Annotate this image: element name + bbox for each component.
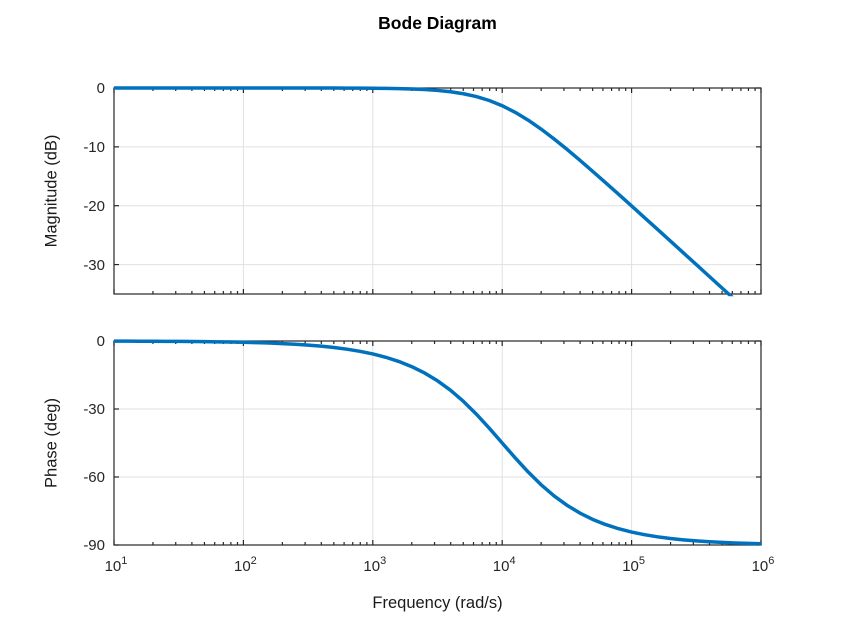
chart-title: Bode Diagram — [378, 13, 497, 33]
magnitude-y-tick-label: 0 — [97, 80, 105, 97]
phase-y-tick-label: -90 — [83, 537, 105, 554]
magnitude-y-tick-label: -10 — [83, 139, 105, 156]
axes-box — [113, 340, 762, 546]
x-tick-label: 103 — [363, 555, 386, 575]
magnitude-y-tick-label: -30 — [83, 257, 105, 274]
phase-ylabel: Phase (deg) — [42, 398, 61, 488]
x-tick-label: 104 — [493, 555, 516, 575]
x-tick-label: 101 — [105, 555, 128, 575]
x-tick-label: 105 — [622, 555, 645, 575]
magnitude-curve — [114, 86, 734, 297]
x-tick-label: 102 — [234, 555, 257, 575]
x-tick-label: 106 — [752, 555, 775, 575]
phase-curve — [113, 339, 762, 546]
magnitude-y-tick-label: -20 — [83, 198, 105, 215]
phase-y-tick-label: -60 — [83, 469, 105, 486]
frequency-xlabel: Frequency (rad/s) — [372, 594, 503, 612]
magnitude-ylabel: Magnitude (dB) — [42, 134, 61, 248]
axes-box — [113, 87, 762, 295]
phase-y-tick-label: 0 — [97, 333, 105, 350]
phase-y-tick-label: -30 — [83, 401, 105, 418]
magnitude-plot: 0 -10 -20 -30 — [83, 80, 762, 297]
